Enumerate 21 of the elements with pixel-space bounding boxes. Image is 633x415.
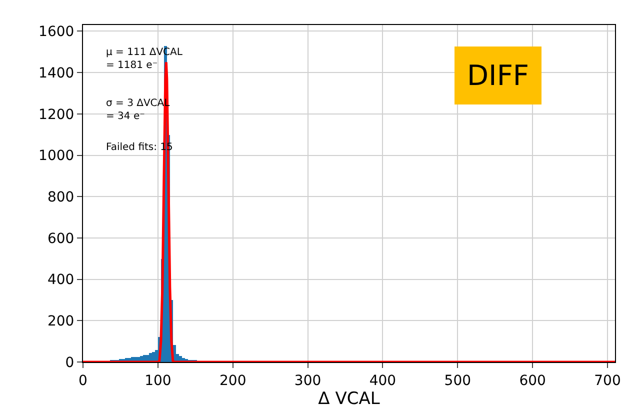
- y-tick-label: 1600: [38, 24, 74, 40]
- y-tick-label: 1200: [38, 106, 74, 123]
- x-tick-label: 200: [219, 372, 246, 389]
- annotation: Failed fits: 15: [106, 142, 173, 153]
- x-tick-label: 300: [294, 372, 322, 389]
- x-tick-label: 100: [144, 372, 172, 389]
- annotation: DIFF: [467, 59, 530, 92]
- y-tick-label: 200: [47, 314, 74, 330]
- y-tick-label: 1000: [38, 148, 74, 164]
- x-tick-label: 400: [369, 372, 396, 389]
- line-series: [83, 60, 615, 362]
- y-tick-label: 600: [47, 230, 74, 247]
- x-tick-label: 700: [594, 372, 621, 389]
- y-tick-label: 400: [47, 272, 74, 288]
- x-axis-title: Δ VCAL: [318, 388, 380, 409]
- x-tick-label: 600: [519, 372, 546, 389]
- y-tick-label: 800: [47, 190, 74, 206]
- x-tick-label: 0: [78, 372, 88, 389]
- y-tick-label: 1400: [38, 65, 74, 82]
- y-tick-label: 0: [65, 354, 74, 371]
- x-tick-label: 500: [444, 372, 472, 389]
